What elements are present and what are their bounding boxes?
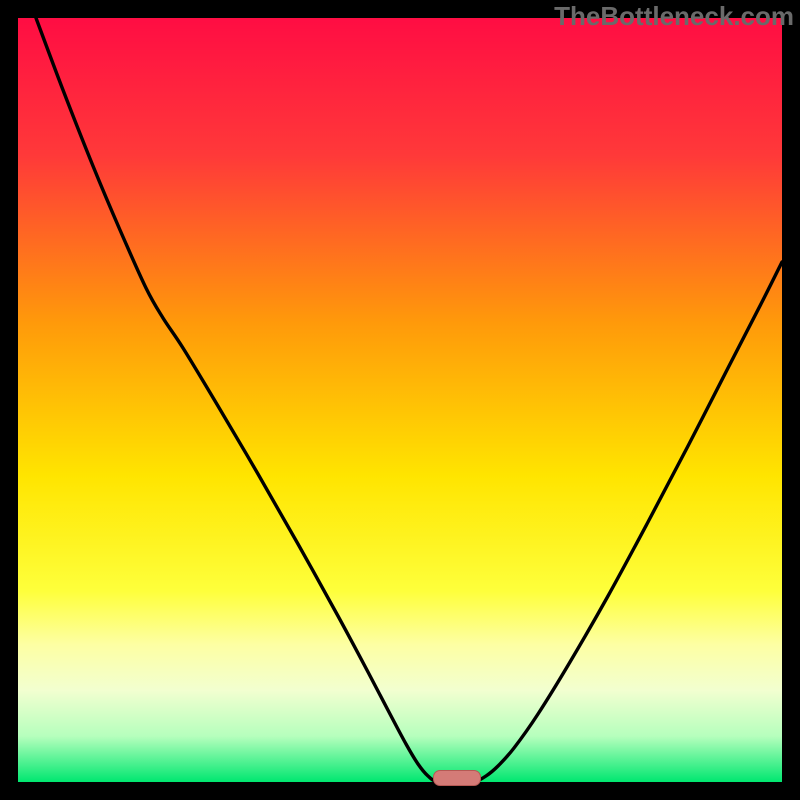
- optimum-marker: [433, 770, 481, 786]
- plot-area: [18, 18, 782, 782]
- watermark-text: TheBottleneck.com: [554, 1, 794, 32]
- bottleneck-curve: [36, 18, 782, 782]
- chart-container: TheBottleneck.com: [0, 0, 800, 800]
- curve-layer: [18, 18, 782, 782]
